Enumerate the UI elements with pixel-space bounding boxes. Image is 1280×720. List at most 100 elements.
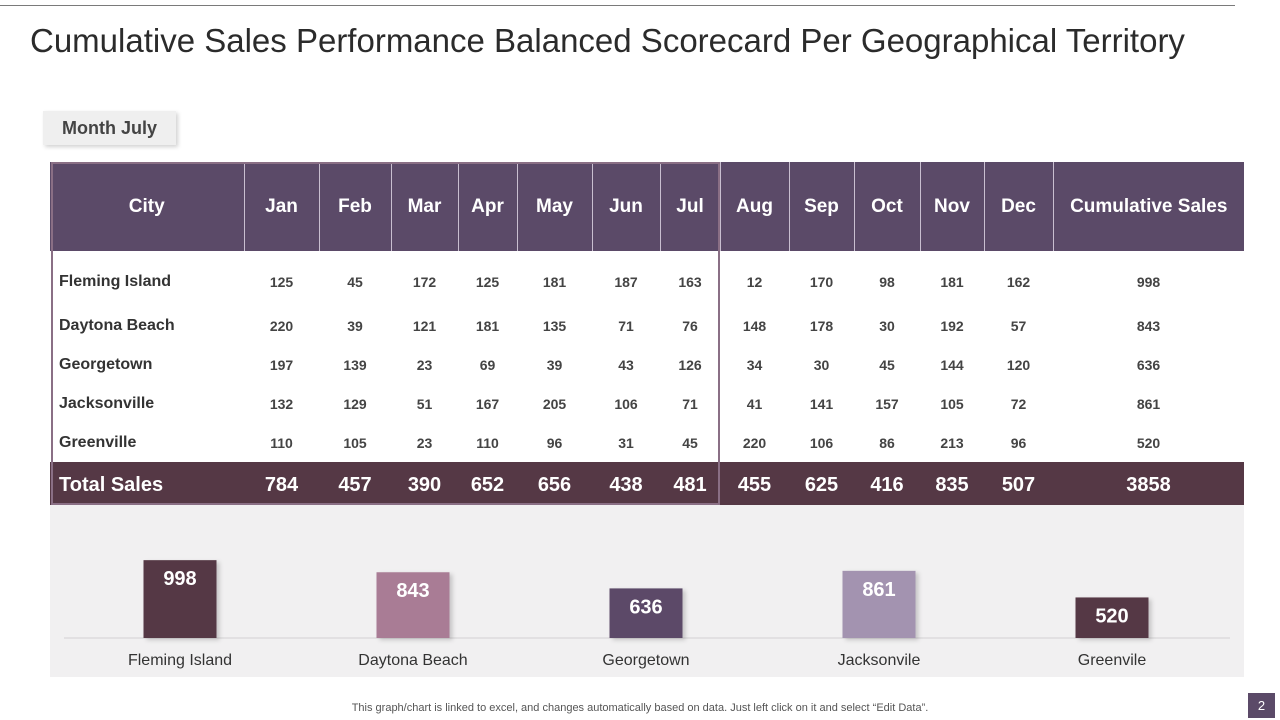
value-cell: 39 bbox=[546, 356, 563, 373]
bar-jacksonvile bbox=[842, 570, 916, 638]
value-cell: 125 bbox=[269, 273, 294, 290]
city-name-cell: Jacksonville bbox=[59, 394, 155, 412]
category-label: Greenvile bbox=[1078, 652, 1147, 669]
bar-value-label: 636 bbox=[629, 596, 662, 618]
bar-fleming-island bbox=[143, 560, 217, 638]
column-header-cumulative-sales: Cumulative Sales bbox=[1053, 162, 1244, 251]
table-body: Fleming Island 125 45 172 125 181 187 163 12 170 9… bbox=[50, 251, 1244, 462]
value-cell: 181 bbox=[542, 273, 567, 290]
total-value-cell: 656 bbox=[517, 462, 592, 508]
city-name-cell: Georgetown bbox=[59, 355, 153, 373]
value-cell: 148 bbox=[742, 317, 767, 334]
value-cell: 163 bbox=[678, 273, 702, 290]
bar-georgetown bbox=[609, 588, 683, 638]
value-cell: 45 bbox=[879, 356, 895, 373]
value-cell: 135 bbox=[542, 317, 567, 334]
value-cell: 45 bbox=[682, 434, 698, 451]
table-row: Jacksonville 132 129 51 167 205 106 71 41 141 157 1… bbox=[50, 384, 1244, 423]
value-cell: 167 bbox=[475, 395, 500, 412]
value-cell: 998 bbox=[1136, 273, 1161, 290]
value-cell: 30 bbox=[879, 317, 895, 334]
value-cell: 520 bbox=[1136, 434, 1161, 451]
city-name-cell: Fleming Island bbox=[59, 272, 172, 290]
column-header-aug: Aug bbox=[720, 162, 790, 251]
value-cell: 96 bbox=[546, 434, 563, 451]
total-value-cell: 835 bbox=[920, 462, 984, 508]
value-cell: 205 bbox=[542, 395, 567, 412]
value-cell: 843 bbox=[1136, 317, 1161, 334]
value-cell: 43 bbox=[618, 356, 634, 373]
month-badge: Month July bbox=[43, 111, 176, 145]
total-value-cell: 507 bbox=[984, 462, 1053, 508]
page-number: 2 bbox=[1248, 693, 1275, 718]
total-value-cell: 784 bbox=[244, 462, 319, 508]
bar-value-label: 861 bbox=[862, 579, 895, 601]
column-header-city: City bbox=[50, 162, 245, 251]
total-sales-row: Total Sales 784 457 390 652 656 438 481 455 625 41… bbox=[50, 462, 1244, 508]
total-value-cell: 625 bbox=[789, 462, 854, 508]
column-header-oct: Oct bbox=[854, 162, 921, 251]
bar-greenvile bbox=[1075, 597, 1149, 638]
scorecard-table-container: City Jan Feb Mar Apr May Jun Jul Aug Sep Oct Nov Dec… bbox=[50, 162, 1244, 508]
top-divider bbox=[0, 5, 1235, 6]
total-value-cell: 481 bbox=[660, 462, 720, 508]
value-cell: 141 bbox=[809, 395, 834, 412]
value-cell: 105 bbox=[343, 434, 367, 451]
total-value-cell: 455 bbox=[720, 462, 789, 508]
value-cell: 181 bbox=[940, 273, 964, 290]
city-name-cell: Greenville bbox=[59, 433, 137, 451]
value-cell: 157 bbox=[875, 395, 899, 412]
value-cell: 72 bbox=[1010, 395, 1027, 412]
value-cell: 636 bbox=[1136, 356, 1161, 373]
value-cell: 30 bbox=[813, 356, 830, 373]
bar-value-label: 998 bbox=[163, 568, 196, 590]
column-header-apr: Apr bbox=[458, 162, 518, 251]
value-cell: 98 bbox=[879, 273, 895, 290]
value-cell: 144 bbox=[940, 356, 964, 373]
value-cell: 178 bbox=[809, 317, 834, 334]
total-value-cell: 457 bbox=[319, 462, 391, 508]
column-header-jan: Jan bbox=[244, 162, 320, 251]
value-cell: 120 bbox=[1006, 356, 1031, 373]
table-row: Daytona Beach 220 39 121 181 135 71 76 148 178 30 1… bbox=[50, 306, 1244, 345]
value-cell: 57 bbox=[1010, 317, 1027, 334]
value-cell: 139 bbox=[343, 356, 367, 373]
value-cell: 12 bbox=[746, 273, 763, 290]
value-cell: 162 bbox=[1006, 273, 1031, 290]
cumulative-sales-bar-chart: 998 Fleming Island 843 Daytona Beach 636 Geor… bbox=[64, 560, 1230, 669]
value-cell: 106 bbox=[809, 434, 834, 451]
value-cell: 71 bbox=[682, 395, 698, 412]
value-cell: 125 bbox=[475, 273, 500, 290]
scorecard-table: City Jan Feb Mar Apr May Jun Jul Aug Sep Oct Nov Dec… bbox=[50, 162, 1244, 508]
table-row: Greenville 110 105 23 110 96 31 45 220 106 86 213 96… bbox=[50, 423, 1244, 462]
value-cell: 45 bbox=[347, 273, 363, 290]
category-label: Georgetown bbox=[602, 652, 689, 669]
value-cell: 172 bbox=[412, 273, 437, 290]
value-cell: 220 bbox=[269, 317, 294, 334]
city-name-cell: Daytona Beach bbox=[59, 316, 175, 334]
column-header-jun: Jun bbox=[592, 162, 661, 251]
total-value-cell: 652 bbox=[458, 462, 517, 508]
value-cell: 23 bbox=[416, 434, 433, 451]
value-cell: 181 bbox=[475, 317, 500, 334]
value-cell: 76 bbox=[682, 317, 698, 334]
total-value-cell: 390 bbox=[391, 462, 458, 508]
value-cell: 106 bbox=[614, 395, 638, 412]
page-title: Cumulative Sales Performance Balanced Sc… bbox=[30, 22, 1185, 59]
value-cell: 213 bbox=[940, 434, 964, 451]
value-cell: 51 bbox=[416, 395, 433, 412]
value-cell: 105 bbox=[940, 395, 964, 412]
value-cell: 192 bbox=[940, 317, 964, 334]
column-header-dec: Dec bbox=[984, 162, 1054, 251]
value-cell: 86 bbox=[879, 434, 895, 451]
value-cell: 220 bbox=[742, 434, 767, 451]
value-cell: 96 bbox=[1010, 434, 1027, 451]
value-cell: 31 bbox=[618, 434, 634, 451]
column-header-sep: Sep bbox=[789, 162, 855, 251]
column-header-jul: Jul bbox=[660, 162, 721, 251]
value-cell: 861 bbox=[1136, 395, 1161, 412]
category-label: Jacksonvile bbox=[838, 652, 921, 669]
total-value-cell: 438 bbox=[592, 462, 660, 508]
value-cell: 39 bbox=[347, 317, 363, 334]
bar-daytona-beach bbox=[376, 572, 450, 638]
